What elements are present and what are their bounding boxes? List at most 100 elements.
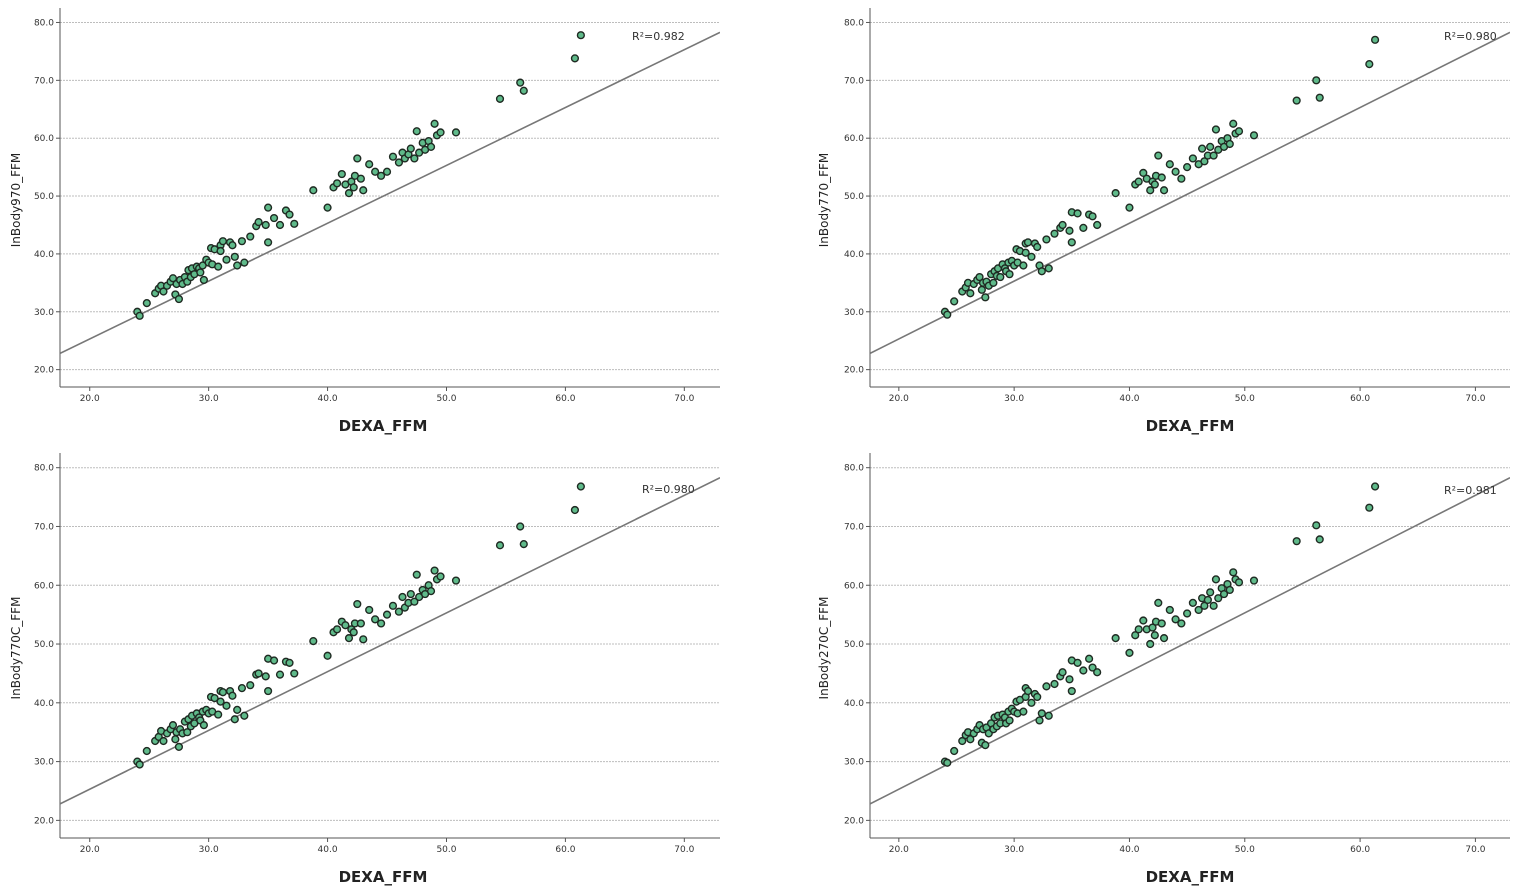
y-tick-label: 30.0 (34, 758, 54, 768)
y-tick-label: 60.0 (34, 134, 54, 144)
data-point (1019, 261, 1028, 270)
data-point (519, 86, 528, 95)
data-point (1073, 658, 1082, 667)
data-point (1315, 93, 1324, 102)
x-tick-label: 40.0 (1119, 394, 1139, 404)
data-point (382, 610, 392, 619)
data-point (332, 179, 342, 188)
data-point (171, 735, 180, 744)
data-point (356, 619, 365, 628)
scatter-plot-1: 20.0 30.0 40.0 50.0 60.0 70.0 80.0 20.0 30.0 40.0… (9, 8, 720, 435)
x-tick-label: 20.0 (80, 845, 100, 855)
data-point (436, 128, 445, 137)
data-point (388, 152, 398, 161)
data-point (349, 183, 358, 192)
data-point (1165, 160, 1174, 169)
data-points (940, 35, 1380, 319)
data-point (406, 144, 415, 153)
data-point (1225, 585, 1234, 595)
y-tick-label: 20.0 (844, 366, 864, 376)
data-point (1194, 605, 1203, 615)
data-point (1234, 578, 1244, 587)
x-axis-label: DEXA_FFM (339, 868, 428, 886)
data-point (365, 160, 374, 169)
data-point (1125, 648, 1134, 657)
data-point (1058, 668, 1067, 677)
data-point (246, 232, 255, 241)
y-tick-label: 30.0 (844, 758, 864, 768)
data-point (323, 651, 332, 660)
data-point (430, 566, 439, 575)
data-point (1134, 625, 1143, 634)
data-point (1067, 238, 1076, 247)
data-point (981, 741, 990, 750)
data-point (1084, 654, 1094, 663)
data-point (233, 261, 242, 270)
data-point (1177, 174, 1186, 183)
data-point (1093, 220, 1102, 230)
fit-line (870, 476, 1510, 805)
y-tick-label: 40.0 (844, 699, 864, 709)
data-point (135, 311, 144, 320)
data-point (371, 167, 380, 176)
data-point (240, 711, 249, 720)
data-point (353, 599, 362, 609)
data-point (981, 293, 990, 302)
y-tick-label: 50.0 (844, 640, 864, 650)
data-point (261, 220, 270, 230)
data-point (495, 94, 505, 103)
x-axis-label: DEXA_FFM (1146, 868, 1235, 886)
scatter-plot-2: 20.0 30.0 40.0 50.0 60.0 70.0 80.0 20.0 30.0 40.0… (817, 8, 1510, 435)
chart-panel-3: 20.0 30.0 40.0 50.0 60.0 70.0 80.0 20.0 30.0 40.0… (0, 445, 768, 889)
data-point (966, 289, 975, 298)
data-point (1033, 242, 1042, 252)
y-tick-label: 30.0 (34, 308, 54, 318)
data-point (382, 167, 392, 176)
data-point (356, 174, 365, 183)
data-point (1139, 168, 1148, 178)
data-points (940, 482, 1380, 767)
data-point (406, 589, 415, 599)
data-point (1067, 686, 1076, 696)
data-point (1292, 537, 1301, 546)
data-point (159, 736, 168, 746)
data-point (168, 274, 178, 283)
data-point (570, 54, 580, 63)
y-tick-label: 80.0 (34, 464, 54, 474)
data-point (398, 592, 407, 602)
data-point (1050, 229, 1059, 238)
data-point (1023, 686, 1033, 696)
x-tick-label: 60.0 (555, 394, 575, 404)
data-point (199, 275, 208, 285)
data-point (159, 287, 168, 296)
data-point (264, 203, 273, 212)
data-point (285, 210, 294, 219)
x-tick-label: 60.0 (555, 845, 575, 855)
y-tick-label: 70.0 (844, 522, 864, 532)
data-point (1146, 186, 1155, 195)
y-tick-label: 20.0 (34, 366, 54, 376)
data-point (1157, 173, 1166, 182)
data-point (1209, 601, 1218, 610)
y-tick-label: 60.0 (844, 134, 864, 144)
data-point (1146, 639, 1155, 649)
y-tick-label: 30.0 (844, 308, 864, 318)
data-point (1177, 619, 1186, 628)
data-point (196, 268, 205, 277)
chart-panel-1: 20.0 30.0 40.0 50.0 60.0 70.0 80.0 20.0 30.0 40.0… (0, 0, 768, 444)
data-point (214, 262, 223, 271)
data-point (1079, 666, 1088, 675)
data-point (943, 310, 952, 319)
data-point (1021, 248, 1030, 257)
data-point (353, 154, 362, 163)
data-point (1292, 96, 1301, 105)
chart-panel-2: 20.0 30.0 40.0 50.0 60.0 70.0 80.0 20.0 30.0 40.0… (768, 0, 1536, 444)
data-point (1200, 157, 1209, 166)
x-tick-label: 30.0 (1004, 845, 1024, 855)
data-point (1148, 623, 1157, 632)
data-point (264, 686, 273, 696)
data-point (1200, 601, 1209, 610)
x-tick-label: 50.0 (1235, 845, 1255, 855)
data-point (1044, 711, 1053, 720)
data-point (142, 746, 151, 756)
